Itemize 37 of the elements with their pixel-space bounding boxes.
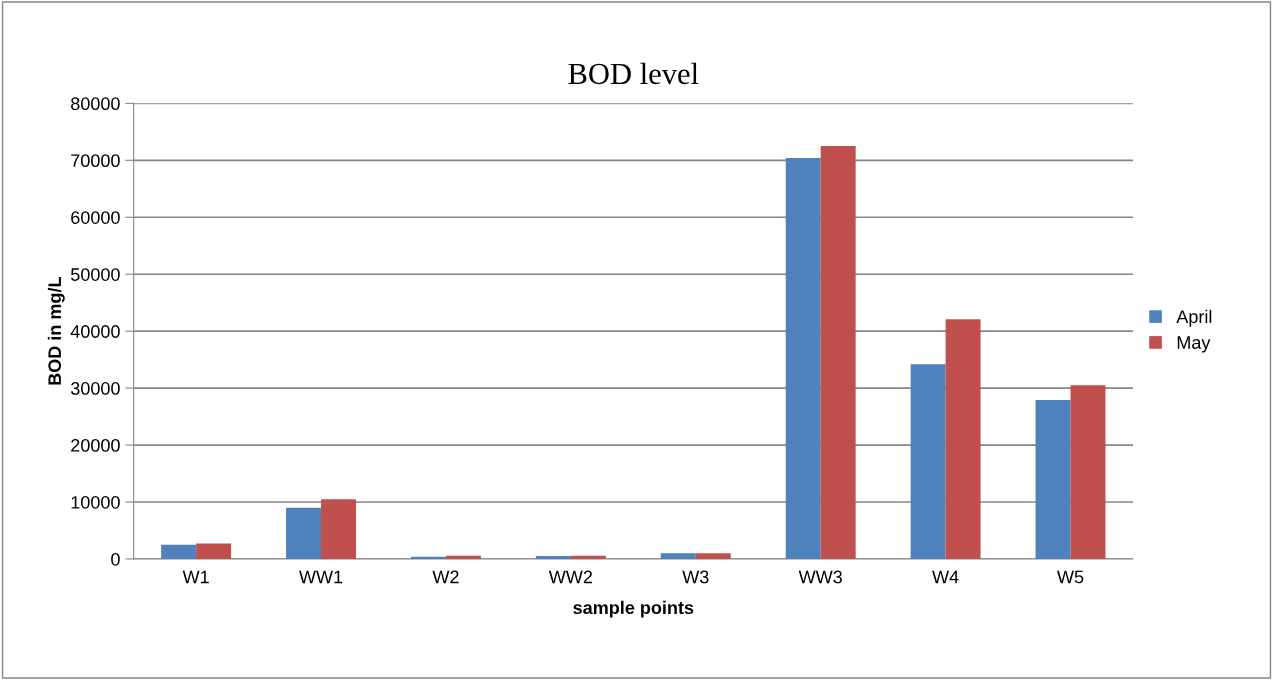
x-tick-label: WW3 xyxy=(798,570,842,584)
bar xyxy=(286,507,322,559)
bar xyxy=(1035,400,1071,559)
y-tick-label: 10000 xyxy=(71,495,120,509)
bar xyxy=(910,364,946,559)
y-tick-label: 40000 xyxy=(70,325,120,338)
y-tick-label: 80000 xyxy=(71,97,120,111)
bar xyxy=(660,553,696,559)
legend-label: May xyxy=(1177,336,1211,353)
bar xyxy=(445,555,481,559)
x-tick-label: W4 xyxy=(932,570,959,584)
bar xyxy=(820,146,856,559)
x-axis-title: sample points xyxy=(573,600,694,618)
y-tick-label: 0 xyxy=(111,552,120,566)
bar xyxy=(785,158,821,559)
bar xyxy=(945,319,981,559)
y-tick-label: 20000 xyxy=(71,438,120,452)
y-tick-label: 30000 xyxy=(70,382,120,395)
y-tick-label: 50000 xyxy=(70,268,120,281)
bar xyxy=(1070,385,1106,559)
y-tick-label: 60000 xyxy=(71,211,120,224)
x-tick-label: WW2 xyxy=(548,570,593,584)
x-tick-label: W5 xyxy=(1057,570,1084,584)
bar xyxy=(570,555,606,559)
x-tick-label: W1 xyxy=(182,570,209,584)
legend-label: April xyxy=(1176,309,1212,327)
x-tick-label: W2 xyxy=(432,570,459,584)
x-tick-label: WW1 xyxy=(299,570,343,584)
bar xyxy=(196,543,232,559)
y-axis-title: BOD in mg/L xyxy=(47,277,65,385)
bar xyxy=(321,499,357,559)
bar xyxy=(161,544,197,559)
chart-title: BOD level xyxy=(568,62,699,85)
y-tick-label: 70000 xyxy=(71,154,120,168)
x-tick-label: W3 xyxy=(682,570,709,584)
bar xyxy=(535,556,571,559)
bar xyxy=(695,553,731,559)
